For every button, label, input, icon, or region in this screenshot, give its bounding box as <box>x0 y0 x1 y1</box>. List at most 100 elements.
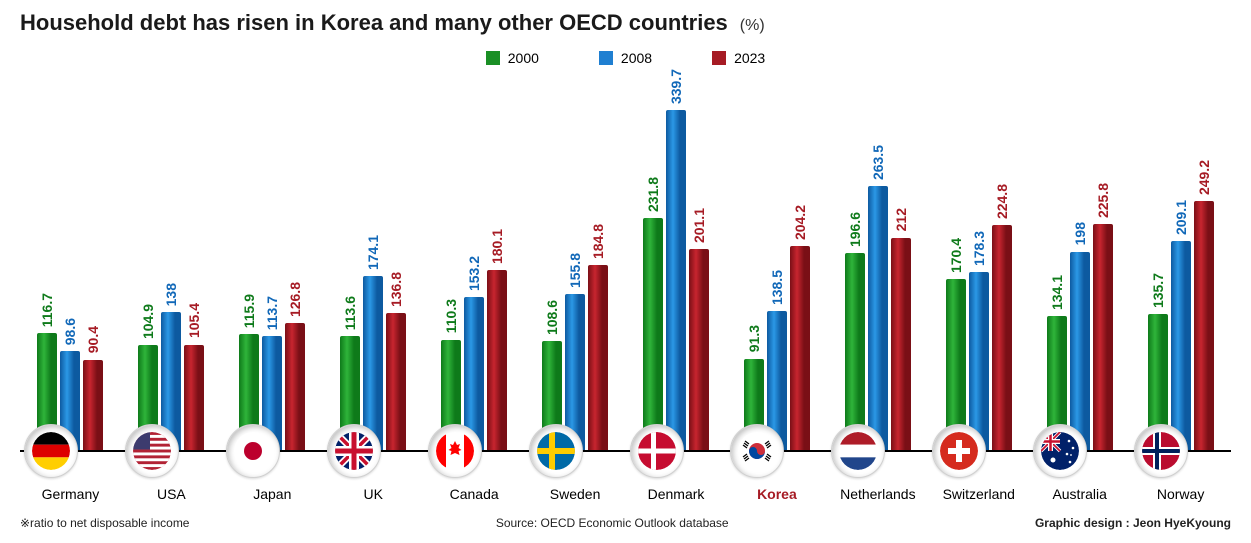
bar-wrap: 212 <box>891 208 911 450</box>
bar-group: 135.7209.1249.2 <box>1130 160 1231 450</box>
bar <box>891 238 911 450</box>
bar-value-label: 104.9 <box>140 304 156 339</box>
bar-value-label: 224.8 <box>994 184 1010 219</box>
bar-value-label: 170.4 <box>948 238 964 273</box>
bar-value-label: 153.2 <box>466 256 482 291</box>
bar-value-label: 198 <box>1072 222 1088 245</box>
bar-value-label: 180.1 <box>489 229 505 264</box>
flag-icon <box>630 424 684 478</box>
country-label: Norway <box>1130 486 1231 502</box>
bar-value-label: 116.7 <box>39 293 55 327</box>
bar <box>969 272 989 450</box>
legend-item: 2023 <box>712 50 765 66</box>
country-label: Germany <box>20 486 121 502</box>
source: Source: OECD Economic Outlook database <box>496 516 729 530</box>
footnote: ※ratio to net disposable income <box>20 516 189 530</box>
bar-wrap: 184.8 <box>588 224 608 450</box>
flag-icon <box>226 424 280 478</box>
country-label: USA <box>121 486 222 502</box>
bar <box>666 110 686 450</box>
bar-value-label: 134.1 <box>1049 275 1065 310</box>
bar <box>643 218 663 450</box>
bar-value-label: 126.8 <box>287 282 303 317</box>
bar-group: 108.6 155.8 184.8 <box>525 224 626 450</box>
bar <box>790 246 810 450</box>
bar-value-label: 115.9 <box>241 294 257 328</box>
bar-wrap: 231.8 <box>643 177 663 450</box>
credit: Graphic design : Jeon HyeKyoung <box>1035 516 1231 530</box>
bar-wrap: 249.2 <box>1194 160 1214 450</box>
bar-value-label: 225.8 <box>1095 183 1111 218</box>
bar <box>386 313 406 450</box>
bar <box>868 186 888 450</box>
bar-value-label: 339.7 <box>668 69 684 104</box>
flag-icon <box>125 424 179 478</box>
country-labels-row: GermanyUSAJapanUKCanadaSwedenDenmarkKore… <box>20 486 1231 502</box>
flag-icon <box>327 424 381 478</box>
legend-label: 2008 <box>621 50 652 66</box>
flag-icon <box>428 424 482 478</box>
country-label: Switzerland <box>928 486 1029 502</box>
bar-group: 91.3138.5204.2 <box>726 205 827 450</box>
legend: 2000 2008 2023 <box>20 50 1231 66</box>
legend-swatch <box>599 51 613 65</box>
bar-group: 104.9 138 105.4 <box>121 283 222 450</box>
bar-value-label: 209.1 <box>1173 200 1189 235</box>
bar-wrap: 170.4 <box>946 238 966 450</box>
bar <box>1070 252 1090 450</box>
bar-wrap: 138 <box>161 283 181 450</box>
bar-value-label: 231.8 <box>645 177 661 212</box>
legend-label: 2023 <box>734 50 765 66</box>
bar-wrap: 126.8 <box>285 282 305 450</box>
bar-wrap: 155.8 <box>565 253 585 450</box>
bar-group: 110.3153.2180.1 <box>424 229 525 450</box>
legend-item: 2008 <box>599 50 652 66</box>
chart-title: Household debt has risen in Korea and ma… <box>20 10 728 36</box>
legend-item: 2000 <box>486 50 539 66</box>
country-label: Australia <box>1029 486 1130 502</box>
bar <box>689 249 709 450</box>
bar-group: 115.9113.7126.8 <box>222 282 323 450</box>
bar-value-label: 138.5 <box>769 270 785 305</box>
country-label: Korea <box>726 486 827 502</box>
bar-value-label: 108.6 <box>544 300 560 335</box>
bar <box>285 323 305 450</box>
bar <box>992 225 1012 450</box>
bar-group: 134.1 198 225.8 <box>1029 183 1130 450</box>
bar-wrap: 196.6 <box>845 212 865 450</box>
title-row: Household debt has risen in Korea and ma… <box>20 10 1231 36</box>
bar-wrap: 153.2 <box>464 256 484 450</box>
bar-wrap: 225.8 <box>1093 183 1113 450</box>
flag-icon <box>1033 424 1087 478</box>
country-label: Sweden <box>525 486 626 502</box>
legend-swatch <box>486 51 500 65</box>
bar <box>1171 241 1191 450</box>
bar <box>588 265 608 450</box>
legend-label: 2000 <box>508 50 539 66</box>
bar-value-label: 196.6 <box>847 212 863 247</box>
bar-wrap: 178.3 <box>969 231 989 451</box>
bar-value-label: 138 <box>163 283 179 306</box>
bar-wrap: 174.1 <box>363 235 383 450</box>
unit-label: (%) <box>740 17 765 35</box>
bar-value-label: 249.2 <box>1196 160 1212 195</box>
bar-value-label: 212 <box>893 208 909 231</box>
flag-icon <box>932 424 986 478</box>
bar-value-label: 105.4 <box>186 303 202 338</box>
bar-group: 231.8339.7201.1 <box>626 69 727 450</box>
bar-wrap: 90.4 <box>83 326 103 450</box>
bar-value-label: 155.8 <box>567 253 583 288</box>
bar-value-label: 174.1 <box>365 235 381 270</box>
bar-wrap: 263.5 <box>868 145 888 450</box>
bar-group: 170.4 178.3 224.8 <box>928 184 1029 450</box>
bar-value-label: 204.2 <box>792 205 808 240</box>
bar-wrap: 136.8 <box>386 272 406 450</box>
bar-group: 116.798.690.4 <box>20 293 121 450</box>
bar <box>83 360 103 450</box>
flag-icon <box>730 424 784 478</box>
bar-value-label: 263.5 <box>870 145 886 180</box>
country-label: UK <box>323 486 424 502</box>
bar-group: 113.6 174.1 136.8 <box>323 235 424 450</box>
bar-value-label: 113.6 <box>342 296 358 330</box>
bar-wrap: 224.8 <box>992 184 1012 450</box>
